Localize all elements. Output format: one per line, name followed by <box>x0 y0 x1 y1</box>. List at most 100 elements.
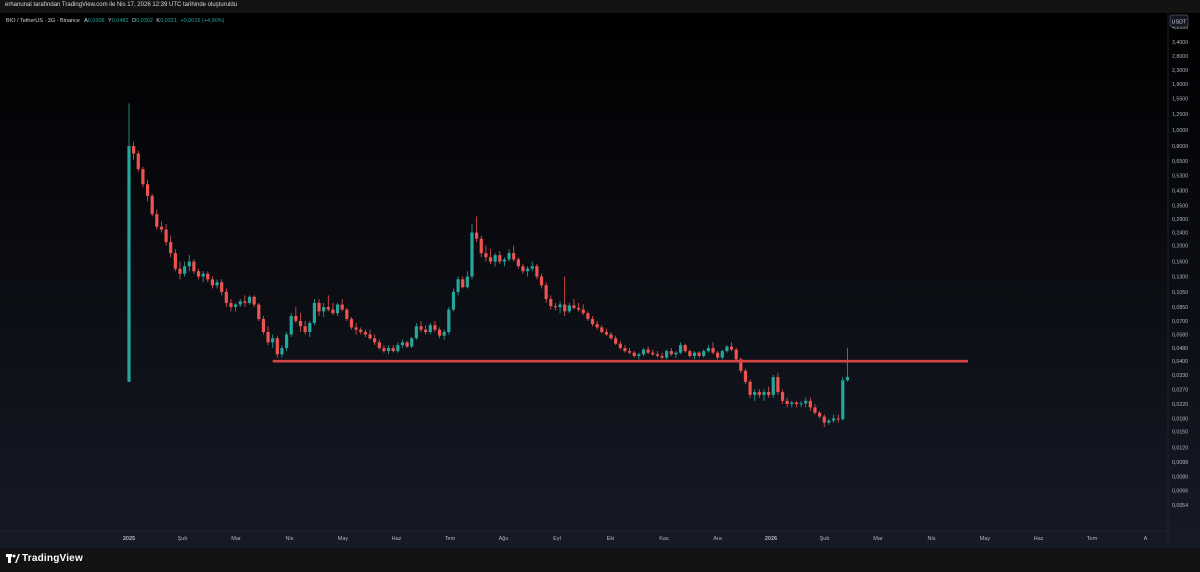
candle-body <box>493 255 497 262</box>
candle <box>475 216 479 243</box>
candle-body <box>136 153 140 170</box>
candle-body <box>780 392 785 401</box>
candle-body <box>294 316 298 321</box>
candle-body <box>845 376 850 381</box>
candle-body <box>206 273 210 280</box>
chart-frame[interactable]: 4,2000 3,4000 2,8000 2,3000 1,9000 1,5500 1,25… <box>0 13 1200 548</box>
candle-body <box>544 285 548 300</box>
candle <box>762 389 766 401</box>
candle <box>340 299 344 312</box>
candle-body <box>502 259 507 262</box>
candle <box>363 329 367 337</box>
candle-body <box>451 291 456 310</box>
candle-body <box>692 352 697 356</box>
candle <box>317 299 321 317</box>
candle-body <box>614 338 618 344</box>
candle <box>632 351 636 358</box>
time-tick-label: 2026 <box>765 536 777 542</box>
candle-body <box>488 257 493 262</box>
time-tick-label: Tem <box>1087 536 1098 542</box>
candle-body <box>127 146 131 382</box>
candle-body <box>831 418 836 421</box>
price-tick-label: 0,0480 <box>1172 346 1188 352</box>
candle <box>567 302 571 314</box>
candle-body <box>461 279 465 288</box>
candle-body <box>215 282 219 286</box>
candle <box>465 271 469 289</box>
candle-body <box>410 338 414 347</box>
candle-body <box>516 259 520 267</box>
price-tick-label: 0,3500 <box>1172 203 1188 209</box>
candle-body <box>665 351 669 358</box>
candle-body <box>308 323 312 333</box>
candle <box>479 235 483 258</box>
candle-body <box>651 352 655 355</box>
candle <box>391 345 395 353</box>
footer: TradingView <box>0 548 1200 572</box>
candle-body <box>572 305 576 308</box>
candle-body <box>414 326 418 339</box>
candle-body <box>841 380 845 420</box>
price-tick-label: 0,0120 <box>1172 446 1188 452</box>
candle-body <box>298 320 303 327</box>
candle <box>382 345 386 353</box>
candle-body <box>512 253 516 260</box>
candle <box>354 323 358 335</box>
candle <box>456 276 460 296</box>
price-tick-label: 0,0270 <box>1172 387 1188 393</box>
candle <box>220 279 224 296</box>
candle-body <box>317 302 321 312</box>
candle <box>521 263 525 274</box>
time-tick-label: Eki <box>607 536 615 542</box>
candle-body <box>822 416 826 423</box>
time-tick-label: Ara <box>713 536 723 542</box>
candle <box>210 276 215 289</box>
candle <box>600 325 604 334</box>
candle-body <box>836 418 840 420</box>
legend-low-label: D <box>132 18 136 24</box>
candle-body <box>433 325 437 330</box>
time-tick-label: May <box>338 536 349 542</box>
candle-body <box>261 318 266 333</box>
candle-body <box>400 342 405 346</box>
candle <box>614 335 618 346</box>
candle-body <box>725 346 729 352</box>
candle-body <box>424 329 428 333</box>
time-tick-label: Mar <box>231 536 241 542</box>
candle-body <box>183 266 187 274</box>
candle <box>697 351 701 358</box>
candle-body <box>484 253 488 258</box>
candle-body <box>595 324 599 328</box>
candle-body <box>609 334 613 339</box>
candle <box>206 271 210 283</box>
candle-body <box>173 253 177 269</box>
candle <box>183 261 187 277</box>
candle <box>720 349 724 360</box>
candle-body <box>637 354 641 356</box>
candle <box>164 224 168 246</box>
currency-badge[interactable]: USDT <box>1169 14 1189 28</box>
candle <box>433 320 437 333</box>
candle <box>414 323 418 340</box>
candle-body <box>289 316 293 335</box>
candle-body <box>132 146 136 154</box>
candle-body <box>790 402 794 405</box>
candle <box>590 316 595 327</box>
candle <box>711 342 715 355</box>
time-tick-label: Haz <box>1034 536 1044 542</box>
price-chart[interactable]: 4,2000 3,4000 2,8000 2,3000 1,9000 1,5500 1,25… <box>0 13 1200 548</box>
candle-body <box>716 352 720 358</box>
candle <box>132 141 136 160</box>
candle-body <box>465 276 469 288</box>
candle <box>419 320 423 333</box>
candle-body <box>581 309 585 314</box>
candle <box>660 352 664 360</box>
candle <box>581 304 585 316</box>
candle <box>178 261 182 280</box>
candle <box>280 345 284 358</box>
candle-body <box>753 392 757 395</box>
candle <box>572 299 576 310</box>
time-tick-label: Şub <box>178 536 188 542</box>
candle <box>692 351 697 360</box>
candle-body <box>576 307 581 310</box>
